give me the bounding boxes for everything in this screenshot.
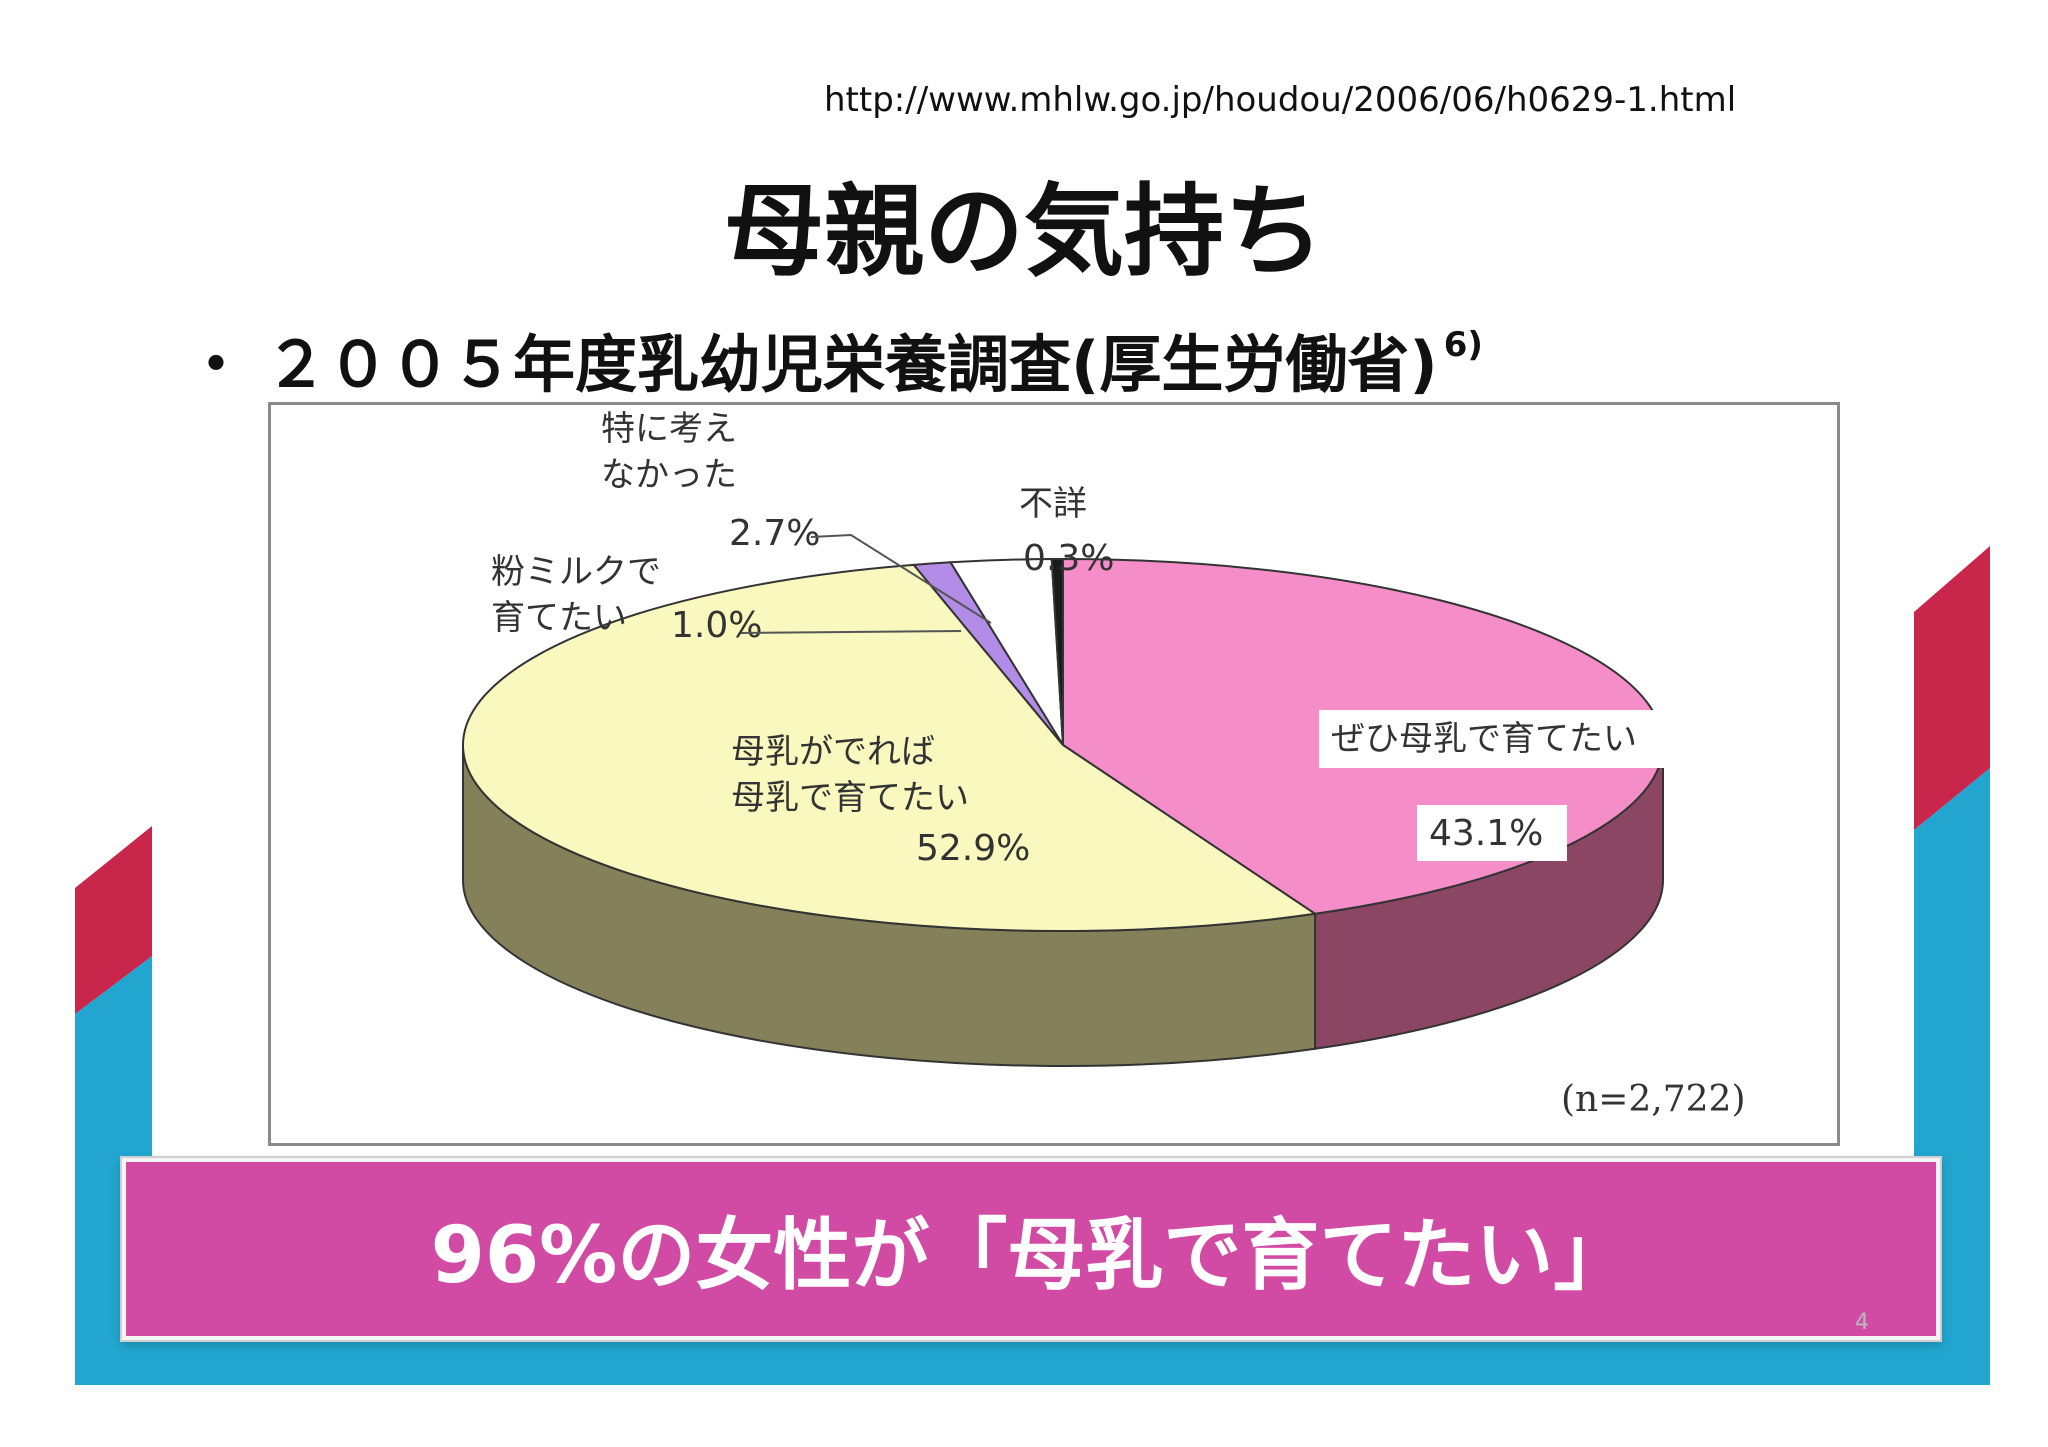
bullet-item: ・ ２００５年度乳幼児栄養調査(厚生労働省) 6) xyxy=(185,300,1805,401)
leader-line xyxy=(740,630,962,634)
sample-size-label: (n=2,722) xyxy=(1561,1079,1746,1120)
deco-red-right xyxy=(1914,546,1990,830)
slice-label-text: 粉ミルクで xyxy=(491,552,661,592)
slice-value-label: 2.7% xyxy=(729,513,820,554)
source-url: http://www.mhlw.go.jp/houdou/2006/06/h06… xyxy=(824,80,1737,120)
slice-value-label: 1.0% xyxy=(671,605,762,646)
slice-label-text: 育てたい xyxy=(491,598,627,638)
conclusion-text: 96%の女性が「母乳で育てたい」 xyxy=(430,1211,1632,1301)
page-number: 4 xyxy=(1855,1310,1869,1335)
pie-slice-dereba xyxy=(461,563,1318,932)
deco-red-left xyxy=(75,826,152,1014)
page-title: 母親の気持ち xyxy=(724,173,1324,290)
slice-value-label: 43.1% xyxy=(1429,813,1543,854)
slice-label-text: 特に考え xyxy=(601,409,737,449)
bullet-marker: ・ xyxy=(185,328,248,401)
pie-slice-unknown xyxy=(1050,557,1064,746)
slice-label-zehi: ぜひ母乳で育てたい 43.1% xyxy=(1319,710,1707,861)
slice-label-text: なかった xyxy=(601,455,737,495)
leader-line xyxy=(810,533,992,624)
pie-chart: ぜひ母乳で育てたい 43.1% 母乳がでれば 母乳で育てたい 52.9% 粉ミルクで育てた… xyxy=(268,402,1840,1146)
label-bg xyxy=(1319,710,1707,768)
slice-label-text: ぜひ母乳で育てたい xyxy=(1331,719,1637,759)
slice-value-label: 0.3% xyxy=(1023,538,1114,579)
slice-label-unknown: 不詳 0.3% xyxy=(1019,484,1114,579)
slice-label-text: 母乳がでれば xyxy=(731,732,935,772)
footnote-ref: 6) xyxy=(1443,325,1483,365)
slice-value-label: 52.9% xyxy=(916,828,1030,869)
slice-label-text: 不詳 xyxy=(1019,484,1087,524)
conclusion-banner: 96%の女性が「母乳で育てたい」 xyxy=(122,1158,1940,1340)
value-bg xyxy=(1417,805,1567,861)
bullet-text: ２００５年度乳幼児栄養調査(厚生労働省) xyxy=(265,328,1438,401)
slice-label-text: 母乳で育てたい xyxy=(731,778,969,818)
